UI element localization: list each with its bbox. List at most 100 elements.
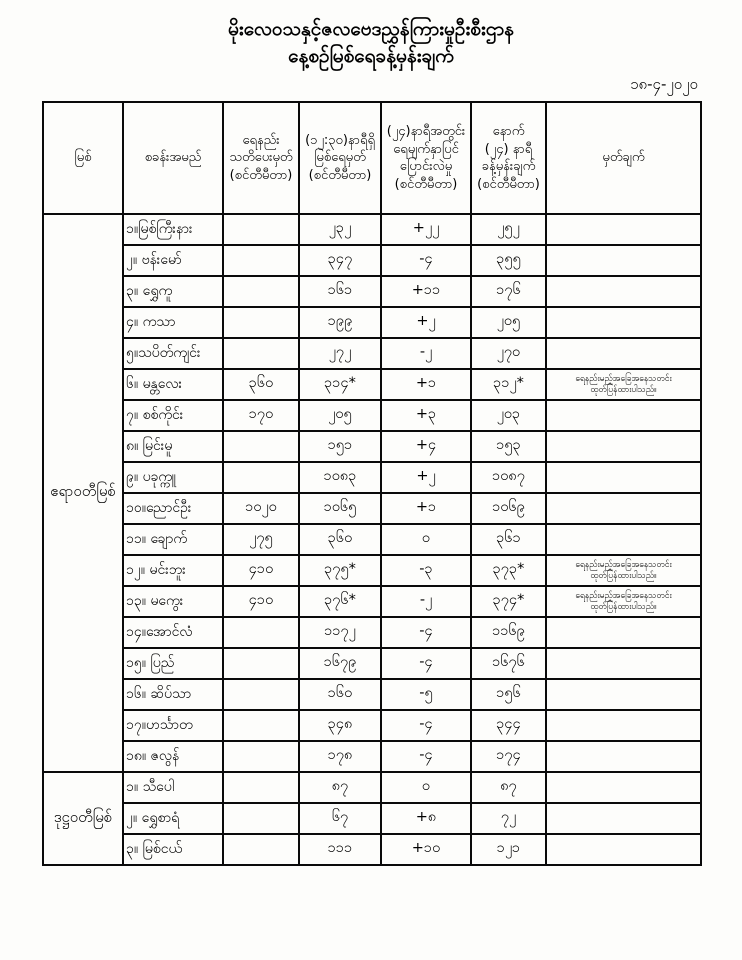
- table-row: ၈။ မြင်းမူ ၁၅၁ +၄ ၁၅၃: [43, 430, 702, 464]
- header-next-24hr-forecast: နောက် (၂၄) နာရီ ခန့်မှန်းချက် (စင်တီမီတာ…: [470, 101, 547, 216]
- water-level-cell: ၈၇: [298, 771, 382, 805]
- forecast-cell: ၂၇၀: [470, 337, 547, 371]
- station-name-cell: ၄။ ကသာ: [122, 306, 224, 340]
- table-row: ၅။သပိတ်ကျင်း ၂၇၂ -၂ ၂၇၀: [43, 337, 702, 371]
- water-level-cell: ၁၆၀: [298, 678, 382, 712]
- change-cell: -၄: [380, 740, 472, 774]
- header-station-name: စခန်းအမည်: [122, 101, 224, 216]
- remark-cell: [545, 306, 702, 340]
- forecast-cell: ၁၅၆: [470, 678, 547, 712]
- table-row: ၁၇။ဟင်္သာတ ၃၄၈ -၄ ၃၄၄: [43, 709, 702, 743]
- forecast-cell: ၁၇၄: [470, 740, 547, 774]
- station-name-cell: ၃။ မြစ်ငယ်: [122, 833, 224, 867]
- station-name-cell: ၃။ ရွှေကူ: [122, 275, 224, 309]
- change-cell: ၀: [380, 523, 472, 557]
- report-date: ၁၈-၄-၂၀၂၀: [630, 75, 698, 94]
- water-level-cell: ၃၇၅*: [298, 554, 382, 588]
- change-cell: +၄: [380, 430, 472, 464]
- station-name-cell: ၁၅။ ပြည်: [122, 647, 224, 681]
- table-row: ၁၅။ ပြည် ၁၆၇၉ -၄ ၁၆၇၆: [43, 647, 702, 681]
- remark-cell: ရေနည်းမည့်အခြေအနေသတင်း ထုတ်ပြန်ထားပါသည်။: [545, 368, 702, 402]
- table-row: ၁၄။အောင်လံ ၁၁၇၂ -၄ ၁၁၆၉: [43, 616, 702, 650]
- change-cell: -၂: [380, 585, 472, 619]
- warning-level-cell: [222, 678, 300, 712]
- warning-level-cell: [222, 461, 300, 495]
- remark-cell: [545, 213, 702, 247]
- station-name-cell: ၂။ ဗန်းမော်: [122, 244, 224, 278]
- change-cell: -၂: [380, 337, 472, 371]
- remark-cell: [545, 523, 702, 557]
- forecast-cell: ၁၅၃: [470, 430, 547, 464]
- remark-cell: [545, 709, 702, 743]
- table-row: ဧရာဝတီမြစ် ၁။မြစ်ကြီးနား ၂၃၂ +၂၂ ၂၅၂: [42, 213, 702, 774]
- warning-level-cell: [222, 337, 300, 371]
- forecast-cell: ၁၇၆: [470, 275, 547, 309]
- table-row: ၁၂။ မင်းဘူး ၄၁၀ ၃၇၅* -၃ ၃၇၃* ရေနည်းမည့်အ…: [43, 554, 702, 588]
- station-name-cell: ၂။ ရွှေစာရံ: [122, 802, 224, 836]
- station-name-cell: ၁၆။ ဆိပ်သာ: [122, 678, 224, 712]
- document-title-line1: မိုးလေဝသနှင့်ဇလဗေဒညွှန်ကြားမှုဦးစီးဌာန: [228, 18, 514, 40]
- change-cell: -၃: [380, 554, 472, 588]
- warning-level-cell: [222, 275, 300, 309]
- change-cell: -၄: [380, 616, 472, 650]
- warning-level-cell: [222, 833, 300, 867]
- warning-level-cell: ၄၁၀: [222, 585, 300, 619]
- remark-cell: [545, 430, 702, 464]
- remark-cell: [545, 461, 702, 495]
- warning-level-cell: ၃၆၀: [222, 368, 300, 402]
- water-level-cell: ၁၅၁: [298, 430, 382, 464]
- warning-level-cell: [222, 306, 300, 340]
- change-cell: +၁: [380, 368, 472, 402]
- forecast-cell: ၃၇၃*: [470, 554, 547, 588]
- station-name-cell: ၉။ ပခုက္ကူ: [122, 461, 224, 495]
- water-level-cell: ၃၆၀: [298, 523, 382, 557]
- table-row: ၁၀။ညောင်ဦး ၁၀၂၀ ၁၀၆၅ +၁ ၁၀၆၉: [43, 492, 702, 526]
- table-row: ဒုဋ္ဌဝတီမြစ် ၁။ သီပေါ ၈၇ ၀ ၈၇: [42, 771, 702, 867]
- remark-cell: [545, 740, 702, 774]
- table-row: ၄။ ကသာ ၁၉၉ +၂ ၂၀၅: [43, 306, 702, 340]
- table-row: ၇။ စစ်ကိုင်း ၁၇၀ ၂၀၅ +၃ ၂၀၃: [43, 399, 702, 433]
- change-cell: +၈: [380, 802, 472, 836]
- forecast-cell: ၁၆၇၆: [470, 647, 547, 681]
- table-row: ၃။ မြစ်ငယ် ၁၁၁ +၁၀ ၁၂၁: [43, 833, 702, 867]
- change-cell: +၂: [380, 461, 472, 495]
- forecast-cell: ၂၅၂: [470, 213, 547, 247]
- water-level-cell: ၁၀၆၅: [298, 492, 382, 526]
- change-cell: -၄: [380, 647, 472, 681]
- water-level-cell: ၆၇: [298, 802, 382, 836]
- remark-cell: [545, 616, 702, 650]
- table-row: ၃။ ရွှေကူ ၁၆၁ +၁၁ ၁၇၆: [43, 275, 702, 309]
- table-row: ၂။ ဗန်းမော် ၃၄၇ -၄ ၃၅၅: [43, 244, 702, 278]
- station-name-cell: ၇။ စစ်ကိုင်း: [122, 399, 224, 433]
- warning-level-cell: ၁၀၂၀: [222, 492, 300, 526]
- river-table-body: ဧရာဝတီမြစ် ၁။မြစ်ကြီးနား ၂၃၂ +၂၂ ၂၅၂ ၂။ …: [42, 213, 702, 867]
- forecast-cell: ၁၀၈၇: [470, 461, 547, 495]
- document-title-line2: နေ့စဉ်မြစ်ရေခန့်မှန်းချက်: [288, 44, 454, 67]
- water-level-cell: ၁၇၈: [298, 740, 382, 774]
- remark-cell: ရေနည်းမည့်အခြေအနေသတင်း ထုတ်ပြန်ထားပါသည်။: [545, 585, 702, 619]
- station-name-cell: ၁၀။ညောင်ဦး: [122, 492, 224, 526]
- table-row: ၉။ ပခုက္ကူ ၁၀၈၃ +၂ ၁၀၈၇: [43, 461, 702, 495]
- water-level-cell: ၁၁၁: [298, 833, 382, 867]
- station-name-cell: ၆။ မန္တလေး: [122, 368, 224, 402]
- water-level-cell: ၃၇၆*: [298, 585, 382, 619]
- water-level-cell: ၂၇၂: [298, 337, 382, 371]
- table-row: ၁၃။ မကွေး ၄၁၀ ၃၇၆* -၂ ၃၇၄* ရေနည်းမည့်အခြ…: [43, 585, 702, 619]
- warning-level-cell: [222, 802, 300, 836]
- water-level-cell: ၃၁၄*: [298, 368, 382, 402]
- warning-level-cell: [222, 213, 300, 247]
- forecast-cell: ၃၇၄*: [470, 585, 547, 619]
- change-cell: ၀: [380, 771, 472, 805]
- document-header: မိုးလေဝသနှင့်ဇလဗေဒညွှန်ကြားမှုဦးစီးဌာန န…: [0, 0, 742, 69]
- table-row: ၁၆။ ဆိပ်သာ ၁၆၀ -၅ ၁၅၆: [43, 678, 702, 712]
- station-name-cell: ၁၇။ဟင်္သာတ: [122, 709, 224, 743]
- station-name-cell: ၅။သပိတ်ကျင်း: [122, 337, 224, 371]
- change-cell: +၁: [380, 492, 472, 526]
- change-cell: +၂၂: [380, 213, 472, 247]
- table-row: ၁၈။ ဇလွန် ၁၇၈ -၄ ၁၇၄: [43, 740, 702, 774]
- warning-level-cell: ၂၇၅: [222, 523, 300, 557]
- remark-cell: [545, 399, 702, 433]
- remark-cell: [545, 802, 702, 836]
- change-cell: +၃: [380, 399, 472, 433]
